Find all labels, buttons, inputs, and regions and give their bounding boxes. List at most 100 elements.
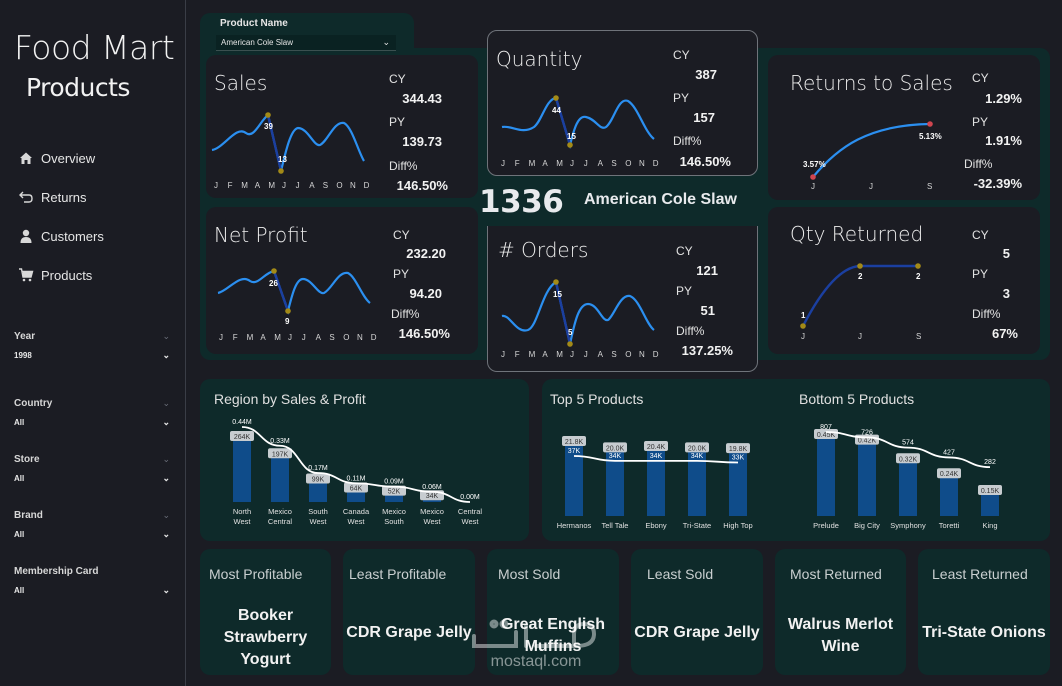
bar[interactable]: [606, 445, 624, 516]
line-data-label: 0.00M: [460, 494, 480, 501]
cy-label: CY: [972, 71, 989, 85]
net-profit-card: Net Profit CY 232.20 PY 94.20 Diff% 146.…: [206, 207, 478, 354]
month-tick: M: [529, 159, 536, 168]
axis-tick: J: [858, 332, 862, 341]
return-arrow-icon: [19, 191, 33, 203]
card-title: Sales: [214, 71, 268, 95]
line-data-label: 0.06M: [422, 484, 442, 491]
filter-brand[interactable]: Brand ⌄ All ⌄: [14, 510, 172, 540]
py-value: 157: [693, 110, 715, 125]
app-subtitle: Products: [26, 73, 130, 102]
region-chart: 0.44M264KNorthWest0.33M197KMexicoCentral…: [230, 419, 483, 526]
nav-returns[interactable]: Returns: [18, 189, 87, 205]
quantity-card: Quantity CY 387 PY 157 Diff% 146.50% 44 …: [487, 30, 758, 176]
month-tick: M: [247, 333, 254, 342]
chevron-down-icon[interactable]: ⌄: [162, 585, 170, 595]
chevron-down-icon[interactable]: ⌄: [162, 529, 170, 539]
bar-data-badge: [644, 440, 668, 451]
line-data-label: 0.09M: [384, 479, 404, 486]
cy-label: CY: [393, 228, 410, 242]
month-tick: J: [282, 181, 286, 190]
line-data-label: 282: [984, 459, 996, 466]
py-label: PY: [673, 91, 690, 105]
tile-least-sold: Least Sold CDR Grape Jelly: [631, 549, 763, 675]
center-total: 1336: [479, 184, 564, 220]
bar-data-badge: [603, 442, 627, 453]
category-label: North: [233, 507, 251, 516]
nav-products[interactable]: Products: [18, 267, 92, 283]
bar-data-badge: [268, 448, 292, 459]
tile-value: CDR Grape Jelly: [346, 624, 472, 641]
category-label: Canada: [343, 507, 370, 516]
filter-store[interactable]: Store ⌄ All ⌄: [14, 454, 172, 484]
category-label: Central: [458, 507, 483, 516]
filter-year[interactable]: Year ⌄ 1998 ⌄: [14, 331, 172, 361]
bar[interactable]: [899, 456, 917, 516]
bar[interactable]: [565, 439, 583, 516]
cy-value: 121: [696, 263, 718, 278]
sidebar: Food Mart Products Overview Returns Cust…: [0, 0, 186, 686]
max-label: 44: [552, 106, 561, 115]
bar[interactable]: [940, 471, 958, 516]
month-tick: J: [296, 181, 300, 190]
min-label: 13: [278, 155, 287, 164]
bar[interactable]: [233, 434, 251, 502]
bar-data-label: 20.0K: [606, 445, 625, 452]
bar[interactable]: [817, 432, 835, 516]
bar-data-label: 21.8K: [565, 439, 584, 446]
filter-label: Store: [14, 454, 40, 465]
tile-least-returned: Least Returned Tri-State Onions: [918, 549, 1050, 675]
cy-value: 5: [1002, 246, 1010, 261]
py-value: 1.91%: [985, 133, 1022, 148]
trend-line: [241, 426, 471, 503]
diff-label: Diff%: [673, 134, 702, 148]
watermark-logo: mostaql.com: [472, 619, 597, 670]
orders-card: # Orders CY 121 PY 51 Diff% 137.25% 15 5…: [487, 226, 758, 372]
product-select[interactable]: American Cole Slaw ⌄: [216, 35, 396, 51]
tile-label: Least Profitable: [349, 566, 447, 582]
point-label: 2: [858, 272, 863, 281]
bar[interactable]: [647, 443, 665, 516]
month-tick: S: [329, 333, 334, 342]
cy-label: CY: [673, 48, 690, 62]
month-tick: A: [316, 333, 322, 342]
py-value: 94.20: [409, 286, 442, 301]
filter-country[interactable]: Country ⌄ All ⌄: [14, 398, 172, 428]
bar-data-label: 0.45K: [817, 432, 836, 439]
filter-label: Membership Card: [14, 566, 99, 577]
filter-value: All: [14, 418, 25, 427]
bar[interactable]: [858, 437, 876, 516]
chevron-down-icon[interactable]: ⌄: [162, 417, 170, 427]
category-label: West: [348, 517, 366, 526]
bar[interactable]: [271, 451, 289, 502]
point-label: 2: [916, 272, 921, 281]
tile-value: Walrus Merlot Wine: [787, 616, 894, 655]
filter-membership-card[interactable]: Membership Card All ⌄: [14, 566, 172, 596]
category-label: Symphony: [890, 521, 926, 530]
bar[interactable]: [688, 445, 706, 516]
nav-label: Products: [41, 267, 93, 283]
month-tick: J: [584, 350, 588, 359]
filter-label: Year: [14, 331, 36, 342]
py-value: 139.73: [402, 134, 442, 149]
nav-customers[interactable]: Customers: [18, 228, 104, 244]
chevron-down-icon[interactable]: ⌄: [162, 350, 170, 360]
bar[interactable]: [729, 446, 747, 516]
filter-value: All: [14, 530, 25, 539]
axis-tick: S: [927, 182, 932, 191]
chevron-down-icon[interactable]: ⌄: [162, 473, 170, 483]
bar-data-badge: [382, 485, 406, 496]
bar-data-label: 20.0K: [688, 445, 707, 452]
bar-data-label: 0.32K: [899, 456, 918, 463]
cy-label: CY: [389, 72, 406, 86]
nav-overview[interactable]: Overview: [18, 150, 95, 166]
qty-returned-card: Qty Returned CY 5 PY 3 Diff% 67% 1 2 2 J…: [768, 207, 1040, 354]
month-tick: N: [639, 159, 645, 168]
home-icon: [20, 152, 32, 164]
month-tick: J: [501, 159, 505, 168]
